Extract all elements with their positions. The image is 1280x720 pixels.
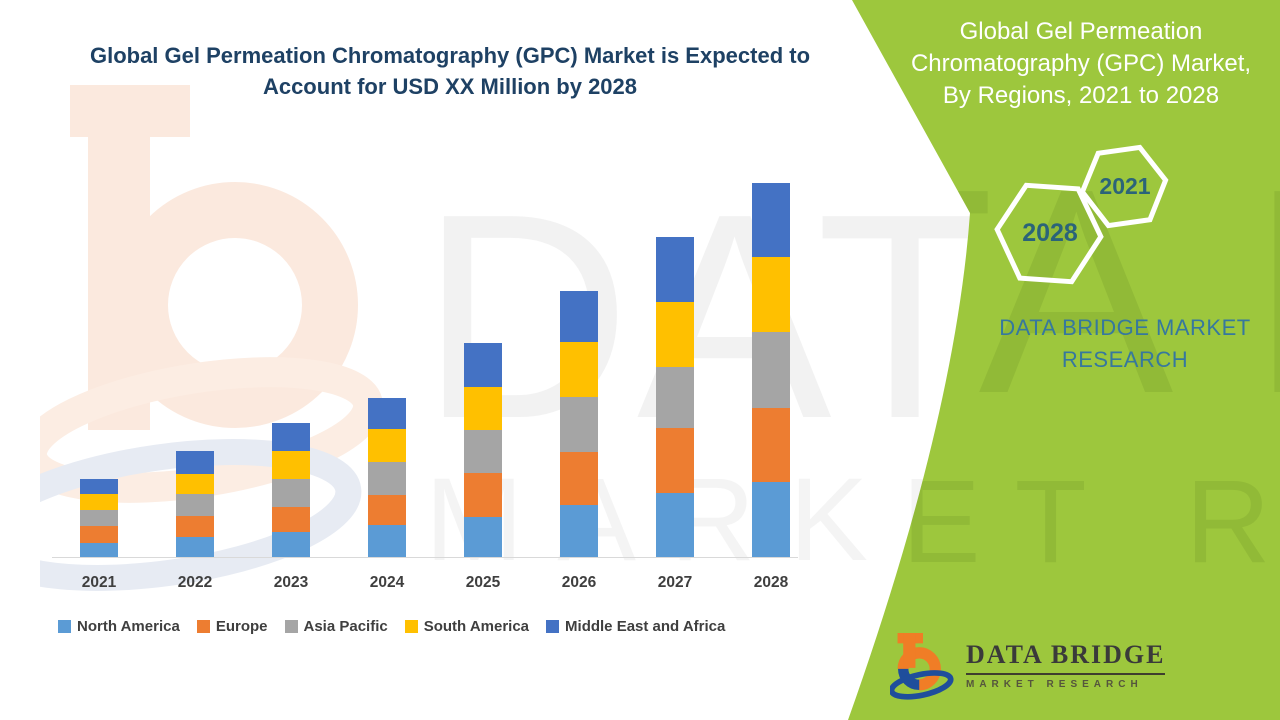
bar-segment-2026-middle-east-and-africa <box>560 291 598 342</box>
bar-segment-2021-europe <box>80 526 118 543</box>
legend-swatch <box>284 620 298 633</box>
hexagon-2028 <box>994 182 1104 285</box>
panel-heading-line3: By Regions, 2021 to 2028 <box>942 82 1220 109</box>
bar-segment-2022-europe <box>176 516 214 537</box>
hexagon-2021-label: 2021 <box>1099 173 1151 199</box>
legend-label: South America <box>423 618 530 635</box>
bar-segment-2026-asia-pacific <box>560 397 598 452</box>
bar-segment-2023-south-america <box>272 451 310 479</box>
brand-wordmark-line1: DATA BRIDGE MARKET <box>999 315 1251 340</box>
bar-segment-2023-asia-pacific <box>272 479 310 507</box>
bar-segment-2024-europe <box>368 495 406 525</box>
x-axis-label-2027: 2027 <box>657 574 693 591</box>
x-axis-label-2026: 2026 <box>561 574 597 591</box>
bar-segment-2023-middle-east-and-africa <box>272 423 310 451</box>
legend-swatch <box>58 620 71 633</box>
bar-segment-2027-asia-pacific <box>656 367 694 428</box>
chart-title-line2: Account for USD XX Million by 2028 <box>262 74 638 99</box>
hexagon-2021 <box>1079 144 1169 229</box>
legend-swatch <box>404 620 418 633</box>
chart-legend: North America Europe Asia Pacific South Ame… <box>58 618 725 635</box>
bar-segment-2021-middle-east-and-africa <box>80 479 118 494</box>
bar-segment-2026-south-america <box>560 342 598 397</box>
bar-segment-2028-europe <box>752 408 790 482</box>
legend-swatch <box>546 620 560 633</box>
bar-segment-2026-europe <box>560 452 598 505</box>
x-axis-label-2025: 2025 <box>465 574 501 591</box>
bar-segment-2021-north-america <box>80 543 118 557</box>
footer-brand-text: DATA BRIDGE <box>966 640 1166 675</box>
legend-swatch <box>196 620 210 633</box>
x-axis-label-2021: 2021 <box>81 574 117 591</box>
legend-label: North America <box>77 618 180 635</box>
bar-segment-2022-asia-pacific <box>176 494 214 516</box>
bar-segment-2026-north-america <box>560 505 598 557</box>
hexagon-2028-label: 2028 <box>1022 219 1078 247</box>
bar-segment-2028-asia-pacific <box>752 332 790 408</box>
bar-segment-2021-south-america <box>80 494 118 510</box>
bar-segment-2025-middle-east-and-africa <box>464 343 502 387</box>
panel-heading: Global Gel Permeation Chromatography (GP… <box>895 16 1267 112</box>
bar-segment-2023-north-america <box>272 532 310 557</box>
bar-segment-2025-asia-pacific <box>464 430 502 473</box>
x-axis-label-2024: 2024 <box>369 574 405 591</box>
bar-segment-2027-north-america <box>656 493 694 557</box>
bar-segment-2027-europe <box>656 428 694 493</box>
footer-tagline-text: MARKET RESEARCH <box>966 679 1143 690</box>
bar-segment-2028-middle-east-and-africa <box>752 183 790 257</box>
brand-wordmark-line2: RESEARCH <box>1061 347 1189 372</box>
legend-item-middle-east-and-africa: Middle East and Africa <box>546 618 725 635</box>
x-axis-label-2023: 2023 <box>273 574 309 591</box>
bar-segment-2023-europe <box>272 507 310 532</box>
bar-segment-2024-south-america <box>368 429 406 462</box>
chart-title: Global Gel Permeation Chromatography (GP… <box>60 40 840 102</box>
chart-title-line1: Global Gel Permeation Chromatography (GP… <box>89 43 811 68</box>
brand-wordmark: DATA BRIDGE MARKET RESEARCH <box>950 312 1280 376</box>
bar-segment-2025-north-america <box>464 517 502 557</box>
bar-segment-2022-south-america <box>176 474 214 494</box>
legend-label: Middle East and Africa <box>565 618 726 635</box>
footer-logo-text: DATA BRIDGE MARKET RESEARCH <box>966 630 1166 690</box>
hexagon-outlines <box>994 144 1169 285</box>
footer-logo-b-icon <box>890 633 954 700</box>
panel-heading-line2: Chromatography (GPC) Market, <box>910 50 1252 77</box>
bar-segment-2025-south-america <box>464 387 502 430</box>
x-axis-label-2022: 2022 <box>177 574 213 591</box>
bar-segment-2022-north-america <box>176 537 214 557</box>
legend-label: Asia Pacific <box>303 618 388 635</box>
bar-segment-2024-middle-east-and-africa <box>368 398 406 429</box>
panel-heading-line1: Global Gel Permeation <box>959 18 1203 45</box>
legend-item-north-america: North America <box>58 618 180 635</box>
bar-segment-2027-south-america <box>656 302 694 367</box>
x-axis-label-2028: 2028 <box>753 574 789 591</box>
bar-segment-2027-middle-east-and-africa <box>656 237 694 302</box>
legend-item-south-america: South America <box>404 618 530 635</box>
bar-segment-2021-asia-pacific <box>80 510 118 526</box>
legend-item-europe: Europe <box>196 618 268 635</box>
bar-segment-2024-asia-pacific <box>368 462 406 495</box>
bar-segment-2022-middle-east-and-africa <box>176 451 214 474</box>
legend-item-asia-pacific: Asia Pacific <box>284 618 388 635</box>
bar-segment-2028-south-america <box>752 257 790 332</box>
green-panel-shape <box>848 0 1280 720</box>
legend-label: Europe <box>215 618 268 635</box>
bar-segment-2025-europe <box>464 473 502 517</box>
footer-logo: DATA BRIDGE MARKET RESEARCH <box>890 630 1166 702</box>
x-axis-line <box>52 557 798 558</box>
bar-segment-2028-north-america <box>752 482 790 557</box>
bar-segment-2024-north-america <box>368 525 406 557</box>
